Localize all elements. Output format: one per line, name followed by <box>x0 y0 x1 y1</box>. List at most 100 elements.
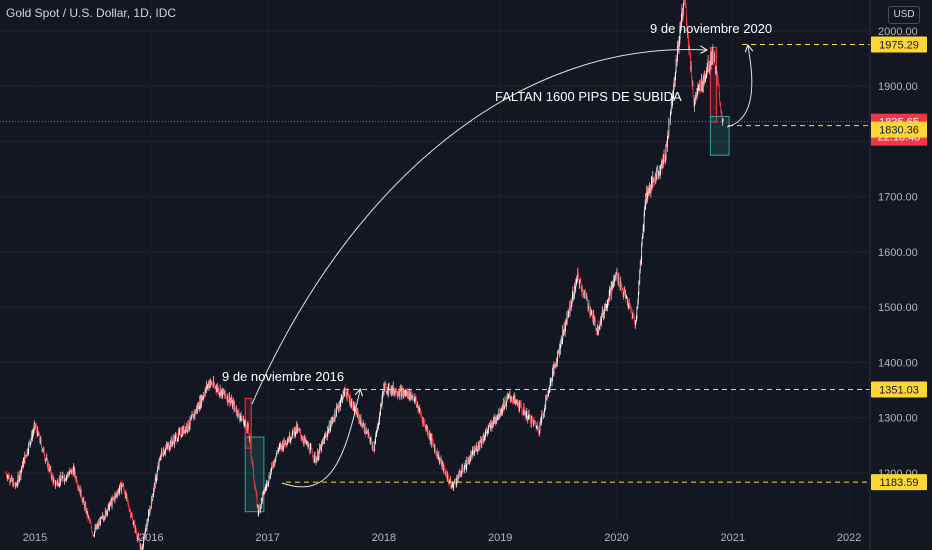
candle-body <box>682 8 683 19</box>
candle-body <box>70 470 72 471</box>
candle-body <box>689 46 691 56</box>
candle-body <box>246 425 248 431</box>
candle-body <box>417 407 419 411</box>
candle-body <box>414 396 416 399</box>
candle-body <box>439 459 440 462</box>
candle-body <box>537 427 539 430</box>
candle-body <box>534 423 536 424</box>
candle-body <box>129 510 130 511</box>
candle-body <box>404 393 406 395</box>
candle-body <box>167 444 169 448</box>
candle-body <box>656 169 658 181</box>
candle-body <box>288 438 289 441</box>
candle-body <box>178 430 180 433</box>
candles <box>5 0 724 550</box>
candle-body <box>244 421 246 423</box>
candle-body <box>10 478 12 482</box>
candle-body <box>415 396 416 402</box>
candle-body <box>259 506 261 510</box>
annotation-nov-2016: 9 de noviembre 2016 <box>222 369 345 384</box>
candle-body <box>356 409 358 415</box>
highlight-zones <box>244 46 730 513</box>
currency-button[interactable]: USD <box>888 6 920 24</box>
candle-body <box>222 388 223 397</box>
candle-body <box>126 494 128 498</box>
candle-body <box>396 389 397 395</box>
candle-body <box>690 56 691 72</box>
candle-body <box>283 439 285 446</box>
candle-body <box>287 441 288 445</box>
candle-body <box>220 388 221 397</box>
candle-body <box>493 416 494 425</box>
candle-body <box>324 436 326 438</box>
candle-body <box>525 413 527 418</box>
candle-body <box>183 425 185 433</box>
candle-body <box>325 435 327 437</box>
candle-body <box>246 429 248 431</box>
candle-body <box>472 450 473 452</box>
candle-body <box>367 431 368 433</box>
candle-body <box>272 464 274 467</box>
candle-body <box>629 305 631 309</box>
candle-body <box>97 524 98 527</box>
candle-body <box>647 194 648 199</box>
candle-body <box>21 467 23 469</box>
candle-body <box>135 530 137 533</box>
candle-body <box>583 292 585 296</box>
candle-body <box>427 429 428 432</box>
candle-body <box>644 204 646 209</box>
candle-body <box>424 422 425 424</box>
candle-body <box>321 442 322 451</box>
candle-body <box>548 389 550 393</box>
candle-body <box>399 393 400 397</box>
candle-body <box>365 433 367 435</box>
candle-body <box>133 521 135 525</box>
price-axis[interactable]: 1200.001300.001400.001500.001600.001700.… <box>869 0 918 550</box>
candle-body <box>355 409 357 415</box>
candle-body <box>330 424 331 430</box>
candle-body <box>421 415 423 418</box>
candle-body <box>175 435 176 442</box>
candle-body <box>717 80 719 85</box>
candle-body <box>433 446 435 452</box>
annotation-arrows <box>251 46 752 488</box>
candle-body <box>583 293 584 296</box>
candle-body <box>320 446 322 451</box>
candle-body <box>304 437 306 442</box>
candle-body <box>589 304 590 312</box>
candle-body <box>141 547 143 550</box>
candle-body <box>216 388 218 392</box>
candle-body <box>205 387 206 392</box>
candle-body <box>556 358 558 363</box>
candle-body <box>667 137 668 148</box>
candle-body <box>637 294 639 302</box>
candle-body <box>104 509 106 518</box>
candle-body <box>300 431 301 435</box>
candle-body <box>456 477 458 478</box>
candle-body <box>202 397 204 399</box>
time-axis[interactable]: 2015 2016 2017 2018 2019 2020 2021 2022 <box>23 532 862 544</box>
candle-body <box>395 389 396 393</box>
candle-body <box>621 289 623 290</box>
candle-body <box>706 68 708 73</box>
candle-body <box>605 303 606 310</box>
candle-body <box>646 190 647 201</box>
candle-body <box>519 402 521 404</box>
candle-body <box>295 426 297 434</box>
candle-body <box>296 424 298 431</box>
highlight-zone <box>244 436 265 513</box>
candle-body <box>466 460 468 464</box>
candle-body <box>20 471 21 476</box>
candle-body <box>52 477 54 483</box>
candle-body <box>711 56 712 65</box>
candle-body <box>635 320 637 323</box>
candle-body <box>374 440 376 445</box>
candle-body <box>511 398 513 401</box>
candle-body <box>501 407 503 413</box>
candle-body <box>456 477 457 484</box>
candle-body <box>263 489 265 492</box>
candle-body <box>156 471 158 478</box>
horizontal-levels <box>0 43 870 483</box>
candle-body <box>540 419 541 425</box>
